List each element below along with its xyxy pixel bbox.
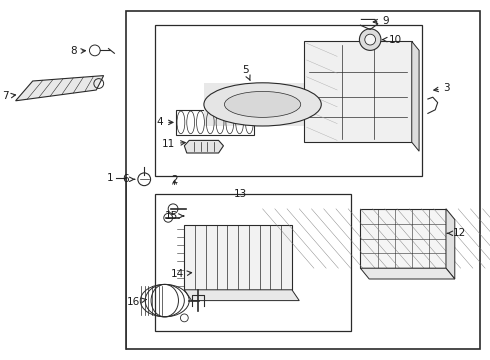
Polygon shape bbox=[446, 209, 455, 279]
Ellipse shape bbox=[224, 91, 301, 117]
Text: 12: 12 bbox=[447, 228, 466, 238]
Bar bbox=[155, 194, 351, 331]
Polygon shape bbox=[184, 140, 223, 153]
Text: 11: 11 bbox=[162, 139, 185, 149]
Text: 14: 14 bbox=[171, 269, 192, 279]
Text: 5: 5 bbox=[242, 65, 250, 81]
Polygon shape bbox=[361, 268, 455, 279]
Text: 10: 10 bbox=[383, 35, 402, 45]
Text: 16: 16 bbox=[127, 297, 147, 307]
Polygon shape bbox=[184, 290, 299, 301]
Text: 4: 4 bbox=[157, 117, 173, 127]
Bar bbox=[176, 110, 254, 135]
Circle shape bbox=[360, 29, 381, 50]
Text: 15: 15 bbox=[165, 211, 184, 221]
Polygon shape bbox=[16, 76, 103, 101]
Bar bbox=[125, 11, 480, 349]
Text: 3: 3 bbox=[434, 83, 450, 93]
Polygon shape bbox=[412, 41, 419, 151]
Bar bbox=[204, 83, 321, 126]
Polygon shape bbox=[184, 225, 292, 290]
Bar bbox=[155, 25, 421, 176]
Text: 2: 2 bbox=[171, 175, 178, 185]
Bar bbox=[361, 209, 446, 268]
Text: 6: 6 bbox=[122, 174, 135, 184]
Bar bbox=[304, 41, 412, 142]
Text: 8: 8 bbox=[70, 46, 85, 57]
Text: 13: 13 bbox=[234, 189, 247, 199]
Circle shape bbox=[365, 34, 375, 45]
Text: 1: 1 bbox=[107, 173, 113, 183]
Text: 7: 7 bbox=[1, 91, 16, 102]
Ellipse shape bbox=[204, 83, 321, 126]
Text: 9: 9 bbox=[373, 16, 389, 26]
